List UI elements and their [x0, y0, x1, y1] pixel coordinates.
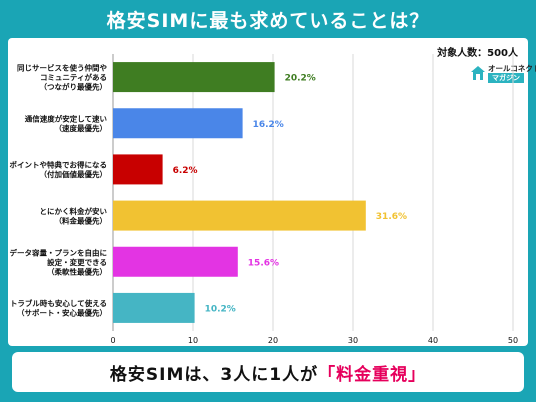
category-label: （料金最優先） [55, 215, 108, 225]
footer-highlight: 「料金重視」 [318, 364, 427, 385]
bar [113, 154, 163, 185]
chart-panel: 対象人数：500人 オールコネクト マガジン 0 10 20 30 40 50 同じサービス… [8, 38, 536, 346]
category-label: 設定・変更できる [47, 257, 107, 267]
category-label: （付加価値最優先） [40, 169, 108, 179]
data-label: 6.2% [173, 166, 198, 176]
category-label: データ容量・プランを自由に [10, 247, 108, 257]
x-tick-label: 0 [110, 336, 115, 345]
x-tick-label: 40 [428, 336, 438, 345]
page-title: 格安SIMに最も求めていることは？ [106, 9, 430, 32]
respondent-count: 対象人数：500人 [437, 48, 518, 59]
bar [113, 108, 243, 139]
data-label: 16.2% [253, 120, 284, 130]
category-label: （柔軟性最優先） [47, 266, 107, 276]
brand-logo: オールコネクト マガジン [470, 62, 536, 84]
footer-text: 格安SIMは、3人に1人が「料金重視」 [110, 360, 426, 385]
category-label: コミュニティがある [40, 72, 107, 82]
category-label: （サポート・安心最優先） [17, 308, 107, 318]
bar [113, 292, 195, 323]
logo-text-top: オールコネクト [488, 64, 536, 73]
data-label: 15.6% [248, 258, 279, 268]
category-label: 同じサービスを使う仲間や [17, 63, 107, 73]
x-tick-label: 30 [348, 336, 358, 345]
bar [113, 246, 238, 277]
data-label: 20.2% [285, 74, 316, 84]
logo-text-bottom: マガジン [488, 73, 524, 83]
footer-prefix: 格安SIMは、3人に1人が [109, 364, 319, 385]
x-tick-label: 50 [508, 336, 518, 345]
category-label: （速度最優先） [55, 123, 108, 133]
footer-banner: 格安SIMは、3人に1人が「料金重視」 [12, 352, 524, 392]
category-label: ポイントや特典でお得になる [10, 160, 108, 170]
bar [113, 200, 366, 231]
data-label: 10.2% [205, 304, 236, 314]
bar-chart: 0 10 20 30 40 50 同じサービスを使う仲間やコミュニティがある（つながり最優先… [10, 54, 518, 345]
category-label: とにかく料金が安い [40, 206, 108, 216]
category-label: 通信速度が安定して速い [25, 114, 108, 124]
category-label: （つながり最優先） [40, 82, 108, 92]
data-label: 31.6% [376, 212, 407, 222]
x-tick-label: 10 [188, 336, 198, 345]
category-label: トラブル時も安心して使える [10, 298, 107, 308]
bar [113, 62, 275, 93]
x-tick-label: 20 [268, 336, 278, 345]
house-icon [471, 66, 485, 80]
